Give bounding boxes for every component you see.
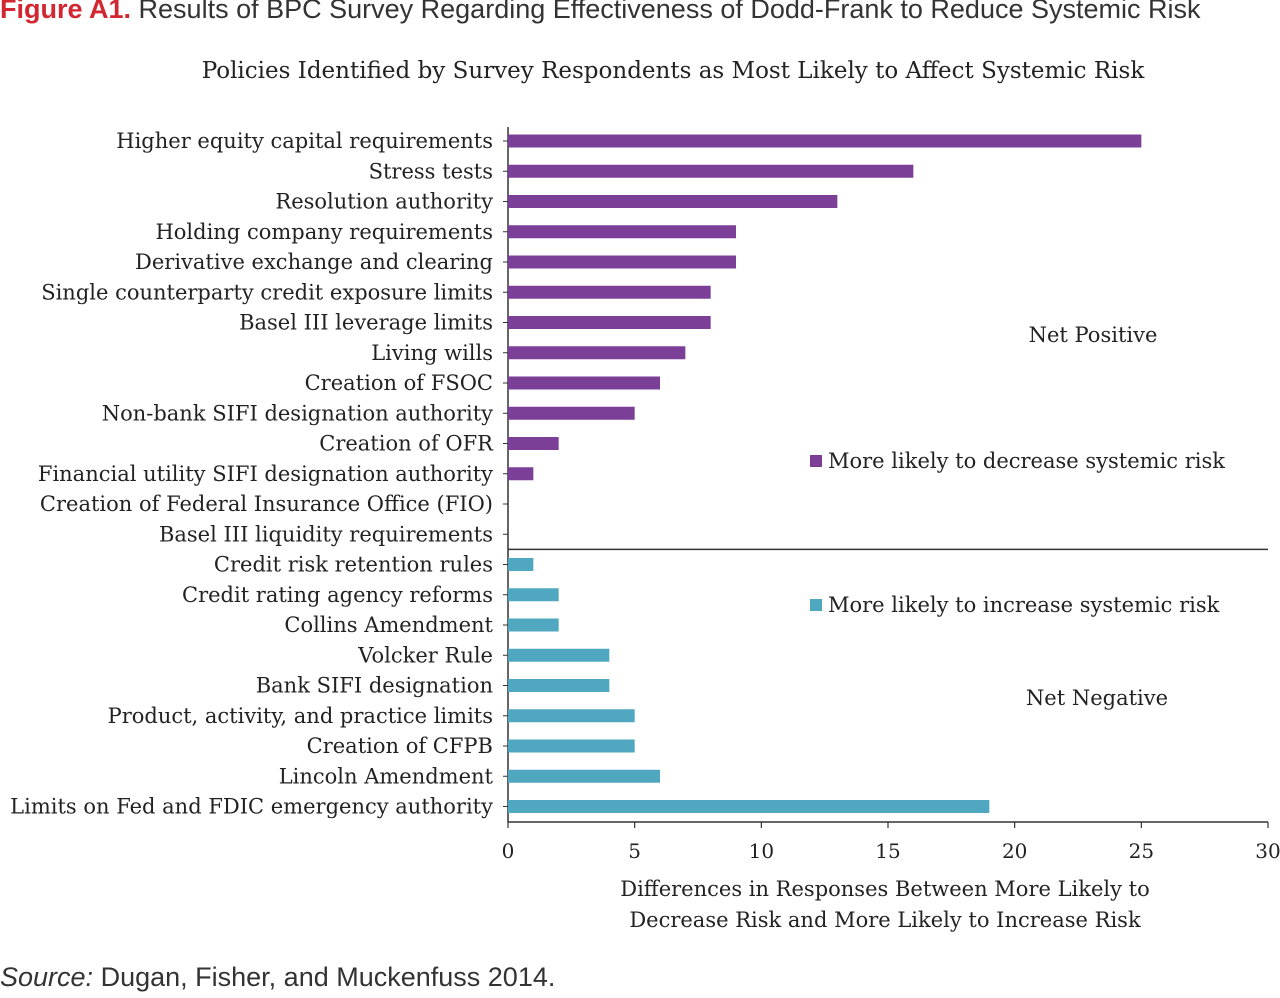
source-text: Dugan, Fisher, and Muckenfuss 2014. (100, 962, 556, 992)
chart-title: Policies Identified by Survey Respondent… (201, 58, 1145, 84)
category-label: Derivative exchange and clearing (135, 250, 493, 274)
legend-label-increase: More likely to increase systemic risk (828, 593, 1220, 617)
x-tick-label: 15 (875, 839, 900, 863)
category-label: Financial utility SIFI designation autho… (38, 462, 493, 486)
bar-increase-risk (508, 618, 559, 632)
bar-decrease-risk (508, 225, 736, 239)
category-label: Bank SIFI designation (256, 674, 493, 698)
bar-increase-risk (508, 588, 559, 602)
bar-decrease-risk (508, 316, 711, 329)
x-tick-label: 30 (1255, 839, 1280, 863)
category-label: Volcker Rule (357, 643, 493, 667)
bar-increase-risk (508, 769, 660, 783)
bar-increase-risk (508, 558, 534, 571)
bar-chart: Higher equity capital requirements Stress… (10, 127, 1280, 863)
figure-header: Figure A1. Results of BPC Survey Regardi… (0, 0, 1201, 25)
category-label: Creation of FSOC (305, 371, 493, 395)
category-label: Credit risk retention rules (214, 553, 493, 577)
x-axis-label-line-1: Differences in Responses Between More Li… (620, 877, 1150, 901)
x-tick-label: 0 (502, 839, 515, 863)
x-tick-label: 20 (1002, 839, 1027, 863)
bar-increase-risk (508, 739, 635, 753)
category-label: Single counterparty credit exposure limi… (41, 280, 493, 304)
bar-increase-risk (508, 800, 990, 813)
annotation-net-positive: Net Positive (1029, 323, 1158, 347)
annotation-net-negative: Net Negative (1026, 686, 1168, 710)
x-axis-label-line-2: Decrease Risk and More Likely to Increas… (629, 908, 1141, 932)
bar-increase-risk (508, 709, 635, 723)
category-label: Higher equity capital requirements (116, 129, 493, 153)
bar-decrease-risk (508, 134, 1142, 148)
category-label: Creation of OFR (319, 432, 494, 456)
bar-decrease-risk (508, 437, 559, 450)
source-note: Source: Dugan, Fisher, and Muckenfuss 20… (0, 962, 555, 993)
figure-caption: Results of BPC Survey Regarding Effectiv… (138, 0, 1201, 24)
bar-increase-risk (508, 679, 610, 692)
category-label: Creation of Federal Insurance Office (FI… (40, 492, 493, 516)
legend-label-decrease: More likely to decrease systemic risk (828, 449, 1225, 473)
bar-decrease-risk (508, 467, 534, 481)
category-label: Product, activity, and practice limits (108, 704, 493, 728)
bar-decrease-risk (508, 346, 686, 360)
x-axis-label: Differences in Responses Between More Li… (560, 874, 1210, 936)
category-label: Creation of CFPB (307, 734, 493, 758)
category-label: Holding company requirements (155, 220, 493, 244)
bar-decrease-risk (508, 195, 838, 208)
category-label: Lincoln Amendment (279, 764, 494, 788)
category-label: Stress tests (369, 159, 493, 183)
legend-swatch-increase (810, 599, 822, 611)
bar-decrease-risk (508, 285, 711, 299)
bar-decrease-risk (508, 164, 914, 178)
category-label: Resolution authority (275, 190, 493, 214)
category-label: Collins Amendment (284, 613, 493, 637)
figure-label: Figure A1. (0, 0, 132, 24)
category-label: Basel III liquidity requirements (159, 522, 493, 546)
x-tick-label: 25 (1129, 839, 1154, 863)
category-label: Credit rating agency reforms (182, 583, 493, 607)
x-tick-label: 10 (749, 839, 774, 863)
bar-decrease-risk (508, 406, 635, 420)
legend-swatch-decrease (810, 455, 822, 467)
source-label: Source: (0, 962, 94, 992)
bar-decrease-risk (508, 255, 736, 269)
x-tick-label: 5 (628, 839, 641, 863)
category-label: Limits on Fed and FDIC emergency authori… (10, 795, 493, 819)
category-label: Basel III leverage limits (239, 311, 493, 335)
category-label: Non-bank SIFI designation authority (102, 401, 493, 425)
bar-increase-risk (508, 648, 610, 662)
category-label: Living wills (371, 341, 493, 365)
bar-decrease-risk (508, 376, 660, 390)
